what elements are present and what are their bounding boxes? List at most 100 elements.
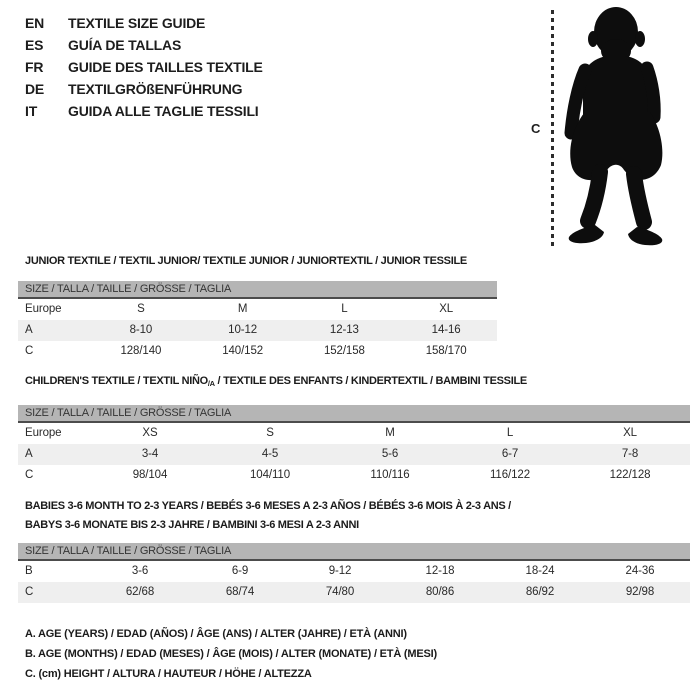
table-row-a: A 8-10 10-12 12-13 14-16 [18, 320, 497, 341]
size-header-bar: SIZE / TALLA / TAILLE / GRÖSSE / TAGLIA [18, 405, 690, 423]
cell-value: 86/92 [525, 586, 555, 598]
cell-value: 62/68 [125, 586, 155, 598]
section-title-line: JUNIOR TEXTILE / TEXTIL JUNIOR/ TEXTILE … [25, 252, 497, 271]
language-title-block: EN TEXTILE SIZE GUIDE ES GUÍA DE TALLAS … [25, 12, 263, 122]
lang-code: ES [25, 37, 44, 53]
cell-value: S [137, 303, 145, 315]
title-text: JUNIOR TEXTILE / TEXTIL JUNIOR/ TEXTILE … [25, 255, 467, 267]
toddler-silhouette-icon [564, 7, 663, 246]
section-title-line: BABYS 3-6 MONATE BIS 2-3 JAHRE / BAMBINI… [25, 516, 690, 535]
cell-value: 12-18 [425, 565, 455, 577]
size-header-bar: SIZE / TALLA / TAILLE / GRÖSSE / TAGLIA [18, 543, 690, 561]
title-text: BABYS 3-6 MONATE BIS 2-3 JAHRE / BAMBINI… [25, 519, 359, 531]
lang-title: GUÍA DE TALLAS [68, 37, 182, 53]
cell-value: 152/158 [323, 345, 365, 357]
cell-value: 158/170 [425, 345, 467, 357]
size-table-section: BABIES 3-6 MONTH TO 2-3 YEARS / BEBÉS 3-… [18, 497, 690, 603]
cell-value: 6-7 [501, 448, 519, 460]
size-table-section: JUNIOR TEXTILE / TEXTIL JUNIOR/ TEXTILE … [18, 252, 497, 362]
cell-value: 9-12 [328, 565, 352, 577]
cell-value: 128/140 [120, 345, 162, 357]
section-title-line: BABIES 3-6 MONTH TO 2-3 YEARS / BEBÉS 3-… [25, 497, 690, 516]
cell-value: 92/98 [625, 586, 655, 598]
cell-value: 104/110 [249, 469, 291, 481]
cell-value: 14-16 [431, 324, 461, 336]
cell-value: 6-9 [231, 565, 249, 577]
size-table-section: CHILDREN'S TEXTILE / TEXTIL NIÑO/A / TEX… [18, 372, 690, 486]
row-label: Europe [25, 427, 62, 439]
title-subscript: /A [207, 379, 215, 388]
table-row-c: C 128/140 140/152 152/158 158/170 [18, 341, 497, 362]
lang-row-es: ES GUÍA DE TALLAS [25, 34, 263, 56]
cell-value: 140/152 [222, 345, 264, 357]
cell-value: 3-4 [141, 448, 159, 460]
row-label: C [25, 345, 34, 357]
row-label: A [25, 448, 33, 460]
legend-line-a: A. AGE (YEARS) / EDAD (AÑOS) / ÂGE (ANS)… [25, 628, 407, 640]
cell-value: 12-13 [329, 324, 359, 336]
title-text: / TEXTILE DES ENFANTS / KINDERTEXTIL / B… [214, 375, 528, 387]
table-row-b: B 3-6 6-9 9-12 12-18 18-24 24-36 [18, 561, 690, 582]
table-row-a: A 3-4 4-5 5-6 6-7 7-8 [18, 444, 690, 465]
cell-value: XL [623, 427, 637, 439]
cell-value: 18-24 [525, 565, 555, 577]
cell-value: 74/80 [325, 586, 355, 598]
lang-row-de: DE TEXTILGRÖßENFÜHRUNG [25, 78, 263, 100]
measure-legend: A. AGE (YEARS) / EDAD (AÑOS) / ÂGE (ANS)… [25, 624, 437, 684]
cell-value: 5-6 [381, 448, 399, 460]
section-title: CHILDREN'S TEXTILE / TEXTIL NIÑO/A / TEX… [18, 372, 690, 393]
size-table-rows: B 3-6 6-9 9-12 12-18 18-24 24-36 C 62/68 68/74 74/… [18, 561, 690, 603]
size-header-bar: SIZE / TALLA / TAILLE / GRÖSSE / TAGLIA [18, 281, 497, 299]
table-row-c: C 98/104 104/110 110/116 116/122 122/128 [18, 465, 690, 486]
lang-title: GUIDA ALLE TAGLIE TESSILI [68, 103, 259, 119]
cell-value: 122/128 [609, 469, 651, 481]
legend-line-b: B. AGE (MONTHS) / EDAD (MESES) / ÂGE (MO… [25, 648, 437, 660]
cell-value: S [266, 427, 274, 439]
lang-title: GUIDE DES TAILLES TEXTILE [68, 59, 263, 75]
cell-value: XL [439, 303, 454, 315]
lang-code: DE [25, 81, 45, 97]
cell-value: M [237, 303, 248, 315]
lang-code: FR [25, 59, 44, 75]
height-measure-label: C [531, 121, 541, 136]
table-row-c: C 62/68 68/74 74/80 80/86 86/92 92/98 [18, 582, 690, 603]
cell-value: 4-5 [261, 448, 279, 460]
legend-line-c: C. (cm) HEIGHT / ALTURA / HAUTEUR / HÖHE… [25, 668, 312, 680]
lang-title: TEXTILGRÖßENFÜHRUNG [68, 81, 243, 97]
lang-title: TEXTILE SIZE GUIDE [68, 15, 206, 31]
cell-value: 110/116 [370, 469, 410, 481]
section-title: JUNIOR TEXTILE / TEXTIL JUNIOR/ TEXTILE … [18, 252, 497, 271]
size-table-rows: Europe S M L XL A 8-10 10-12 12-13 14-16 C 128/140 1… [18, 299, 497, 362]
section-title-line: CHILDREN'S TEXTILE / TEXTIL NIÑO/A / TEX… [25, 372, 690, 393]
cell-value: 98/104 [132, 469, 168, 481]
cell-value: 3-6 [131, 565, 149, 577]
cell-value: 8-10 [129, 324, 153, 336]
size-table-rows: Europe XS S M L XL A 3-4 4-5 5-6 6-7 7-8 C 98/104 104/… [18, 423, 690, 486]
cell-value: 7-8 [621, 448, 639, 460]
title-text: CHILDREN'S TEXTILE / TEXTIL NIÑO [25, 375, 208, 387]
row-label: Europe [25, 303, 62, 315]
cell-value: XS [142, 427, 158, 439]
section-title: BABIES 3-6 MONTH TO 2-3 YEARS / BEBÉS 3-… [18, 497, 690, 535]
cell-value: L [341, 303, 348, 315]
row-label: A [25, 324, 33, 336]
row-label: C [25, 469, 34, 481]
row-label: B [25, 565, 33, 577]
cell-value: L [506, 427, 514, 439]
cell-value: 116/122 [489, 469, 531, 481]
height-measure-dashed-line [551, 10, 554, 247]
lang-row-en: EN TEXTILE SIZE GUIDE [25, 12, 263, 34]
lang-row-it: IT GUIDA ALLE TAGLIE TESSILI [25, 100, 263, 122]
cell-value: 24-36 [625, 565, 655, 577]
cell-value: M [385, 427, 395, 439]
cell-value: 10-12 [228, 324, 258, 336]
table-row-europe: Europe XS S M L XL [18, 423, 690, 444]
lang-row-fr: FR GUIDE DES TAILLES TEXTILE [25, 56, 263, 78]
row-label: C [25, 586, 34, 598]
cell-value: 68/74 [225, 586, 255, 598]
lang-code: EN [25, 15, 45, 31]
lang-code: IT [25, 103, 38, 119]
cell-value: 80/86 [425, 586, 455, 598]
table-row-europe: Europe S M L XL [18, 299, 497, 320]
